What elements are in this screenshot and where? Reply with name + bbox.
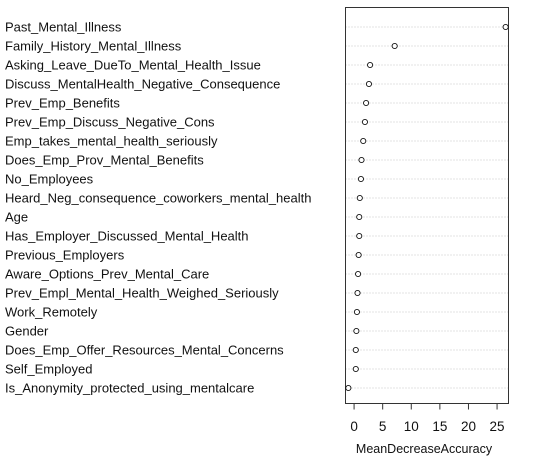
data-point [346, 385, 351, 390]
category-label: Has_Employer_Discussed_Mental_Health [5, 229, 249, 244]
data-point [366, 81, 371, 86]
category-label: Discuss_MentalHealth_Negative_Consequenc… [5, 77, 280, 92]
data-point [363, 100, 368, 105]
category-label: Self_Employed [5, 362, 92, 377]
data-point [392, 43, 397, 48]
data-point [359, 157, 364, 162]
data-point [361, 138, 366, 143]
data-point [357, 195, 362, 200]
category-label: Age [5, 210, 28, 225]
category-label: Emp_takes_mental_health_seriously [5, 134, 218, 149]
category-label: Heard_Neg_consequence_coworkers_mental_h… [5, 191, 311, 206]
data-point [355, 271, 360, 276]
category-labels: Past_Mental_Illness Family_History_Mental… [5, 20, 311, 396]
category-label: Family_History_Mental_Illness [5, 39, 182, 54]
data-point [353, 347, 358, 352]
category-label: No_Employees [5, 172, 94, 187]
x-tick-label: 15 [432, 419, 447, 434]
data-point [353, 366, 358, 371]
category-label: Is_Anonymity_protected_using_mentalcare [5, 381, 254, 396]
category-label: Does_Emp_Prov_Mental_Benefits [5, 153, 204, 168]
category-label: Prev_Emp_Discuss_Negative_Cons [5, 115, 215, 130]
x-tick-label: 5 [379, 419, 387, 434]
x-axis: 0 5 10 15 20 25 [350, 404, 504, 435]
data-point [357, 214, 362, 219]
x-tick-label: 0 [350, 419, 358, 434]
category-label: Prev_Emp_Benefits [5, 96, 120, 111]
data-point [355, 290, 360, 295]
x-axis-title: MeanDecreaseAccuracy [356, 442, 493, 456]
data-point [367, 62, 372, 67]
data-point [358, 176, 363, 181]
category-label: Work_Remotely [5, 305, 98, 320]
category-label: Does_Emp_Offer_Resources_Mental_Concerns [5, 343, 284, 358]
category-label: Asking_Leave_DueTo_Mental_Health_Issue [5, 58, 261, 73]
category-label: Past_Mental_Illness [5, 20, 122, 35]
data-point [357, 233, 362, 238]
x-tick-label: 10 [404, 419, 419, 434]
category-label: Gender [5, 324, 49, 339]
data-point [354, 309, 359, 314]
category-label: Previous_Employers [5, 248, 125, 263]
data-points [346, 24, 508, 390]
data-point [362, 119, 367, 124]
category-label: Aware_Options_Prev_Mental_Care [5, 267, 209, 282]
category-label: Prev_Empl_Mental_Health_Weighed_Seriousl… [5, 286, 279, 301]
data-point [503, 24, 508, 29]
data-point [356, 252, 361, 257]
x-tick-label: 20 [461, 419, 476, 434]
x-tick-label: 25 [490, 419, 505, 434]
data-point [354, 328, 359, 333]
